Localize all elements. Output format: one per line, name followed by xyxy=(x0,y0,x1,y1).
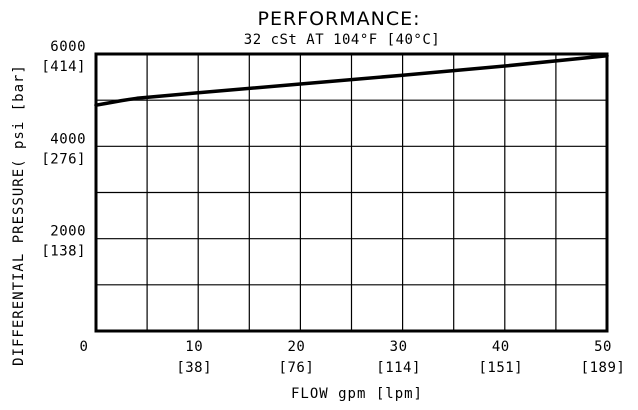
y-tick-sublabel: [276] xyxy=(41,151,86,167)
x-tick-label: 50 xyxy=(594,339,612,355)
x-tick-sublabel: [151] xyxy=(478,360,523,376)
chart-title: PERFORMANCE: xyxy=(257,8,420,30)
x-tick-sublabel: [189] xyxy=(581,360,626,376)
y-tick-sublabel: [414] xyxy=(41,59,86,75)
y-axis-label: DIFFERENTIAL PRESSURE( psi [bar] xyxy=(11,64,27,366)
x-tick-label: 10 xyxy=(185,339,203,355)
x-tick-label: 40 xyxy=(492,339,510,355)
plot-frame xyxy=(94,52,609,333)
x-tick-sublabel: [38] xyxy=(176,360,212,376)
x-axis-label: FLOW gpm [lpm] xyxy=(291,386,423,402)
y-tick-label: 2000 xyxy=(50,224,86,240)
series-line-1 xyxy=(94,54,609,107)
y-tick-label: 6000 xyxy=(50,39,86,55)
x-tick-label: 30 xyxy=(390,339,408,355)
x-tick-label: 0 xyxy=(80,339,89,355)
x-tick-sublabel: [114] xyxy=(376,360,421,376)
y-tick-label: 4000 xyxy=(50,131,86,147)
x-tick-sublabel: [76] xyxy=(279,360,315,376)
y-tick-sublabel: [138] xyxy=(41,244,86,260)
chart-subtitle: 32 cSt AT 104°F [40°C] xyxy=(244,32,440,48)
x-tick-label: 20 xyxy=(287,339,305,355)
